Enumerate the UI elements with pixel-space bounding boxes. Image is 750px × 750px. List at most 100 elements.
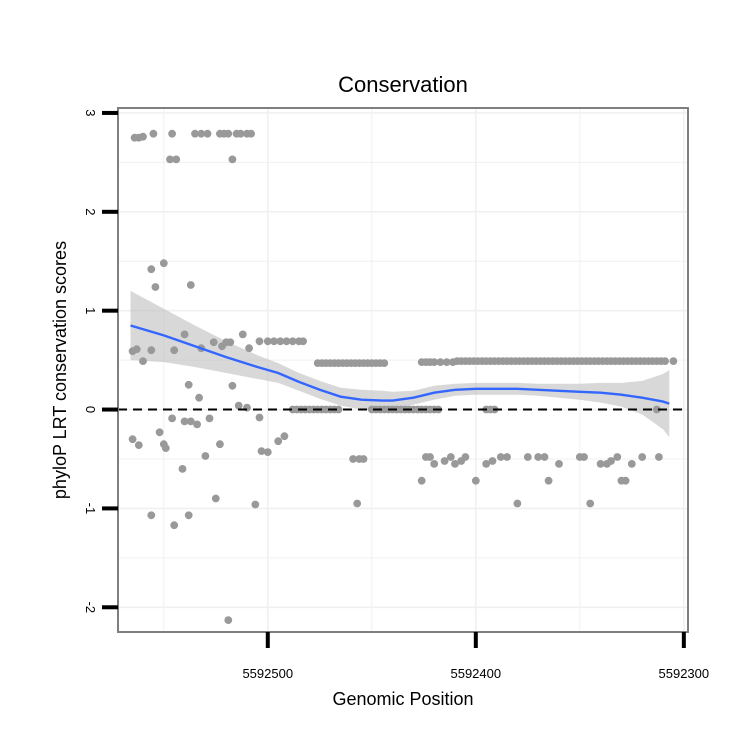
- data-point: [180, 417, 189, 426]
- data-point: [236, 129, 245, 138]
- data-point: [596, 460, 605, 468]
- data-point: [251, 500, 260, 509]
- data-point: [226, 338, 235, 347]
- data-point: [216, 440, 224, 449]
- data-point: [282, 337, 291, 346]
- plot-frame: [117, 107, 689, 633]
- data-point: [430, 460, 439, 468]
- data-point: [257, 447, 266, 455]
- data-point: [184, 380, 193, 389]
- y-tick-label: -2: [83, 602, 98, 614]
- data-point: [586, 499, 595, 508]
- data-point: [228, 381, 237, 390]
- data-point: [186, 281, 195, 289]
- data-point: [555, 460, 563, 468]
- data-point: [178, 465, 187, 473]
- data-point: [168, 414, 177, 423]
- data-point: [436, 358, 445, 366]
- data-point: [274, 437, 283, 446]
- data-point: [197, 129, 206, 138]
- data-point: [442, 358, 451, 366]
- x-tick-label: 5592500: [242, 666, 293, 681]
- data-point: [205, 414, 214, 423]
- data-point: [430, 358, 439, 366]
- data-point: [580, 453, 588, 461]
- grid-lines: [118, 108, 688, 632]
- data-point: [380, 359, 389, 367]
- data-point: [147, 511, 156, 520]
- data-points-layer: [128, 129, 678, 624]
- data-point: [245, 344, 254, 353]
- data-point: [228, 155, 237, 164]
- confidence-band: [130, 290, 670, 438]
- data-point: [201, 452, 210, 460]
- data-point: [195, 393, 204, 402]
- data-point: [211, 494, 220, 503]
- data-point: [638, 453, 647, 461]
- data-point: [440, 457, 449, 465]
- data-point: [224, 129, 233, 138]
- data-point: [186, 417, 195, 426]
- data-point: [417, 476, 426, 485]
- data-point: [170, 521, 179, 530]
- x-axis-label: Genomic Position: [332, 689, 473, 709]
- data-point: [661, 357, 669, 365]
- data-point: [132, 345, 141, 354]
- data-point: [299, 337, 307, 346]
- axes: -2 -1 0 1 2 3 5592500 5592400 5592300: [83, 109, 709, 681]
- data-point: [255, 337, 264, 346]
- data-point: [540, 453, 549, 461]
- data-point: [139, 357, 147, 365]
- data-point: [446, 453, 455, 461]
- data-point: [513, 499, 522, 508]
- data-point: [496, 453, 505, 461]
- data-point: [191, 129, 199, 138]
- y-tick-label: 0: [83, 406, 98, 413]
- data-point: [184, 511, 193, 520]
- data-point: [128, 435, 137, 444]
- confidence-band-layer: [130, 290, 670, 438]
- data-point: [238, 330, 247, 339]
- x-tick-label: 5592300: [659, 666, 710, 681]
- data-point: [655, 453, 663, 461]
- data-point: [159, 259, 168, 268]
- data-point: [334, 405, 343, 414]
- smooth-trend-line: [130, 324, 670, 405]
- data-point: [172, 155, 181, 164]
- data-point: [534, 453, 543, 461]
- data-point: [359, 455, 368, 463]
- data-point: [247, 129, 256, 138]
- data-point: [471, 476, 480, 485]
- data-point: [149, 129, 158, 138]
- data-point: [353, 499, 362, 508]
- data-point: [276, 337, 285, 346]
- data-point: [180, 330, 189, 339]
- data-point: [155, 428, 164, 437]
- data-point: [523, 453, 532, 461]
- data-point: [147, 346, 156, 355]
- data-point: [652, 405, 661, 414]
- data-point: [451, 460, 459, 468]
- data-point: [151, 283, 160, 291]
- data-point: [482, 460, 491, 468]
- data-point: [607, 457, 615, 465]
- data-point: [170, 346, 179, 355]
- y-tick-label: 3: [83, 109, 98, 116]
- data-point: [270, 337, 278, 346]
- y-axis-label: phyloP LRT conservation scores: [50, 241, 70, 499]
- data-point: [234, 401, 243, 410]
- y-tick-label: 2: [83, 208, 98, 215]
- data-point: [134, 441, 143, 449]
- data-point: [461, 453, 470, 461]
- data-point: [166, 155, 174, 164]
- data-point: [139, 132, 147, 141]
- y-tick-label: -1: [83, 503, 98, 515]
- data-point: [621, 476, 630, 485]
- data-point: [263, 337, 272, 346]
- y-tick-label: 1: [83, 307, 98, 314]
- data-point: [203, 129, 212, 138]
- data-point: [627, 460, 636, 468]
- data-point: [613, 453, 622, 461]
- smooth-line-layer: [130, 324, 670, 405]
